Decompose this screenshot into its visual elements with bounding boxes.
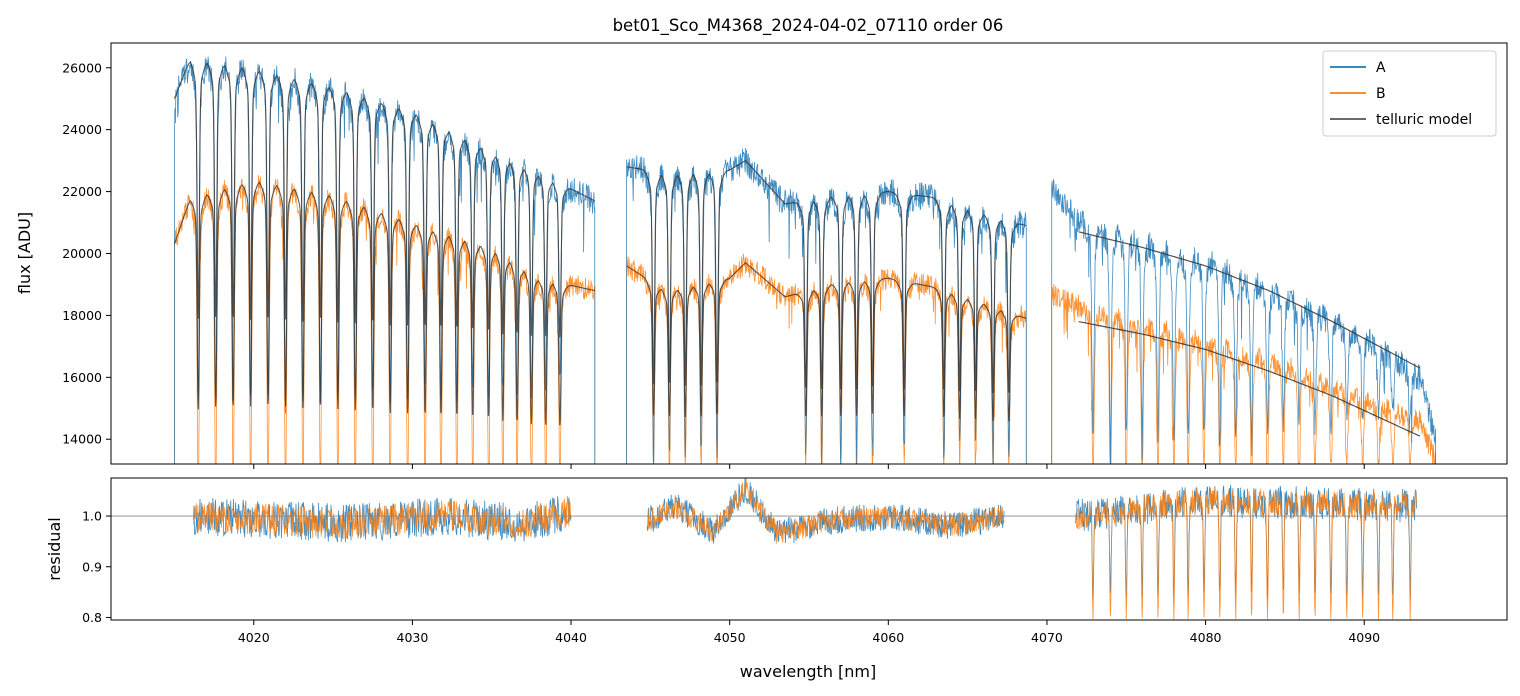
top-y-tick-label: 16000 bbox=[62, 370, 102, 385]
top-y-tick-label: 20000 bbox=[62, 246, 102, 261]
legend-label-telluric-model: telluric model bbox=[1376, 112, 1472, 128]
top-y-tick-label: 22000 bbox=[62, 184, 102, 199]
bottom-y-tick-label: 0.8 bbox=[82, 610, 102, 625]
top-panel: 14000 16000 18000 20000 22000 24000 26000 flux… bbox=[15, 42, 1508, 469]
legend-label-a: A bbox=[1376, 60, 1386, 76]
telluric-model-a-line bbox=[173, 61, 596, 338]
bottom-x-ticks: 4020 4030 4040 4050 4060 4070 4080 4090 bbox=[238, 620, 1380, 645]
bottom-y-tick-label: 0.9 bbox=[82, 559, 102, 574]
bottom-series-group bbox=[111, 478, 1507, 620]
top-y-ticks: 14000 16000 18000 20000 22000 24000 26000 bbox=[62, 60, 111, 447]
top-y-tick-label: 24000 bbox=[62, 122, 102, 137]
telluric-model-b-line bbox=[626, 262, 1027, 422]
residual-b-line bbox=[646, 478, 1005, 544]
x-tick-label: 4050 bbox=[714, 630, 746, 645]
top-y-tick-label: 14000 bbox=[62, 432, 102, 447]
legend: A B telluric model bbox=[1322, 50, 1497, 137]
residual-b-line bbox=[1075, 487, 1417, 620]
top-y-tick-label: 26000 bbox=[62, 60, 102, 75]
x-tick-label: 4040 bbox=[555, 630, 587, 645]
x-tick-label: 4030 bbox=[397, 630, 429, 645]
x-axis-label: wavelength [nm] bbox=[740, 662, 877, 681]
x-tick-label: 4060 bbox=[872, 630, 904, 645]
chart-title: bet01_Sco_M4368_2024-04-02_07110 order 0… bbox=[613, 16, 1004, 36]
x-tick-label: 4020 bbox=[238, 630, 270, 645]
top-y-tick-label: 18000 bbox=[62, 308, 102, 323]
x-tick-label: 4070 bbox=[1031, 630, 1063, 645]
bottom-axes-frame bbox=[110, 477, 1508, 621]
series-b-line bbox=[174, 175, 596, 464]
top-series-group bbox=[173, 56, 1436, 464]
series-b-line bbox=[1051, 284, 1436, 464]
bottom-y-ticks: 0.8 0.9 1.0 bbox=[82, 509, 111, 625]
telluric-model-a-line bbox=[626, 160, 1027, 394]
telluric-model-b-line bbox=[173, 181, 595, 426]
top-y-axis-label: flux [ADU] bbox=[15, 212, 34, 294]
residual-b-line bbox=[193, 496, 572, 540]
bottom-y-tick-label: 1.0 bbox=[82, 509, 102, 524]
telluric-model-smooth-a bbox=[1078, 231, 1421, 369]
bottom-panel: 0.80.91.0 4020 4030 4040 4050 4060 4070 4080 40… bbox=[45, 477, 1508, 645]
telluric-model-smooth-b bbox=[1078, 321, 1421, 437]
bottom-y-axis-label: residual bbox=[45, 517, 64, 580]
legend-box bbox=[1322, 50, 1497, 137]
x-tick-label: 4080 bbox=[1190, 630, 1222, 645]
x-tick-label: 4090 bbox=[1348, 630, 1380, 645]
series-a-line bbox=[1051, 178, 1436, 464]
residual-a-line bbox=[193, 496, 572, 543]
legend-label-b: B bbox=[1376, 86, 1386, 102]
top-x-ticks bbox=[253, 464, 1365, 469]
